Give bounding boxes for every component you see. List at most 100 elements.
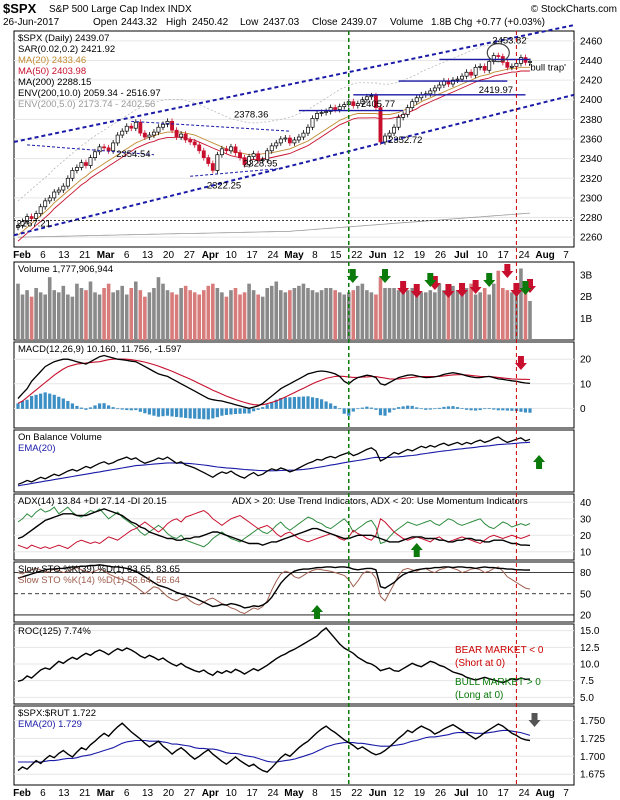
candle-body: [120, 130, 125, 136]
candle-body: [333, 107, 338, 110]
candle-body: [124, 125, 129, 132]
macd-histogram-bar: [469, 408, 473, 411]
x-axis-label-bottom: 19: [414, 788, 426, 799]
volume-bar: [306, 288, 310, 340]
macd-histogram-bar: [451, 406, 455, 409]
volume-bar: [170, 292, 174, 340]
candle-body: [287, 137, 292, 144]
candle-body: [65, 177, 70, 187]
candle-body: [518, 57, 523, 64]
volume-bar: [20, 294, 25, 340]
candle-body: [487, 61, 492, 71]
candle-body: [505, 62, 510, 68]
candle-body: [464, 71, 469, 77]
ratio-legend-1: EMA(20) 1.729: [18, 719, 82, 730]
candle-body: [315, 113, 319, 119]
macd-histogram-bar: [528, 408, 532, 413]
candle-body: [179, 133, 184, 138]
candle-body: [229, 146, 233, 152]
macd-histogram-bar: [170, 408, 174, 417]
candle-body: [43, 200, 48, 208]
x-axis-label-top: Mar: [97, 250, 115, 261]
volume-bar: [519, 268, 523, 340]
roc-tick-label: 5.0: [580, 693, 594, 704]
macd-histogram-bar: [392, 408, 396, 410]
x-axis-label-bottom: Jun: [369, 788, 387, 799]
candle-body: [242, 157, 247, 165]
volume-bar: [206, 285, 211, 340]
brand-watermark: © StockCharts.com: [531, 4, 617, 15]
candle-body: [192, 141, 197, 146]
volume-bar: [473, 294, 478, 340]
volume-bar: [224, 296, 229, 340]
candle-body: [455, 78, 460, 81]
volume-tick-label: 3B: [580, 271, 593, 282]
x-axis-label-bottom: 17: [498, 788, 510, 799]
x-axis-label-bottom: 10: [477, 788, 489, 799]
volume-bar: [75, 283, 79, 340]
bull-trap-circle: [486, 42, 510, 63]
x-axis-label-bottom: 7: [563, 788, 569, 799]
x-axis-label-bottom: 8: [312, 788, 318, 799]
envelope-line: [17, 38, 530, 202]
volume-bar: [256, 294, 260, 340]
price-legend-6: ENV(200,5.0) 2173.74 - 2402.56: [18, 99, 155, 110]
macd-histogram-bar: [161, 408, 165, 417]
macd-histogram-bar: [125, 408, 129, 411]
candle-body: [102, 146, 107, 149]
x-axis-label-top: 6: [40, 250, 46, 261]
volume-bar: [383, 288, 387, 340]
panel-frame-stochastic: [13, 561, 575, 623]
candle-body: [16, 225, 20, 228]
macd-histogram-bar: [365, 406, 369, 409]
macd-histogram-bar: [179, 408, 183, 418]
price-tick-label: 2460: [580, 36, 603, 47]
macd-histogram-bar: [464, 408, 469, 410]
red-arrow-icon: [469, 280, 482, 294]
macd-histogram-bar: [505, 408, 509, 411]
macd-histogram-bar: [188, 408, 192, 419]
macd-histogram-bar: [152, 408, 156, 416]
x-axis-label-top: Jun: [369, 250, 387, 261]
macd-histogram-bar: [211, 408, 215, 419]
candle-body: [79, 162, 84, 168]
volume-bar: [115, 290, 120, 340]
x-axis-label-top: 20: [163, 250, 175, 261]
candle-body: [351, 101, 356, 106]
red-arrow-icon: [514, 356, 527, 370]
macd-histogram-bar: [61, 398, 65, 409]
volume-bar: [491, 283, 496, 340]
candle-body: [528, 61, 532, 63]
ratio-tick-label: 1.750: [580, 716, 605, 727]
macd-histogram-bar: [97, 403, 102, 409]
roc-tick-label: 7.5: [580, 676, 594, 687]
macd-histogram-bar: [79, 407, 84, 409]
ratio-tick-label: 1.675: [580, 770, 605, 781]
macd-histogram-bar: [324, 401, 328, 409]
x-axis-label-bottom: Apr: [202, 788, 219, 799]
candle-body: [514, 63, 519, 67]
adx-line: [17, 508, 531, 547]
volume-bar: [356, 285, 360, 340]
roc-note: (Short at 0): [455, 658, 505, 669]
volume-bar: [16, 283, 20, 340]
macd-histogram-bar: [383, 408, 387, 416]
volume-bar: [319, 290, 324, 340]
x-axis-label-bottom: Jul: [454, 788, 469, 799]
volume-bar: [29, 296, 34, 340]
volume-bar: [97, 294, 102, 340]
volume-bar: [401, 292, 405, 340]
macd-histogram-bar: [206, 408, 210, 420]
volume-bar: [152, 288, 156, 340]
volume-bar: [238, 294, 242, 340]
macd-histogram-bar: [310, 397, 315, 409]
price-annotation: 2419.97: [479, 85, 513, 96]
roc-line: [17, 627, 531, 684]
ma20-line: [17, 66, 530, 236]
volume-bar: [38, 292, 43, 340]
volume-bar: [25, 290, 29, 340]
macd-histogram-bar: [102, 403, 106, 409]
macd-histogram-bar: [84, 408, 88, 410]
macd-histogram-bar: [351, 408, 355, 412]
volume-bar: [269, 285, 274, 340]
